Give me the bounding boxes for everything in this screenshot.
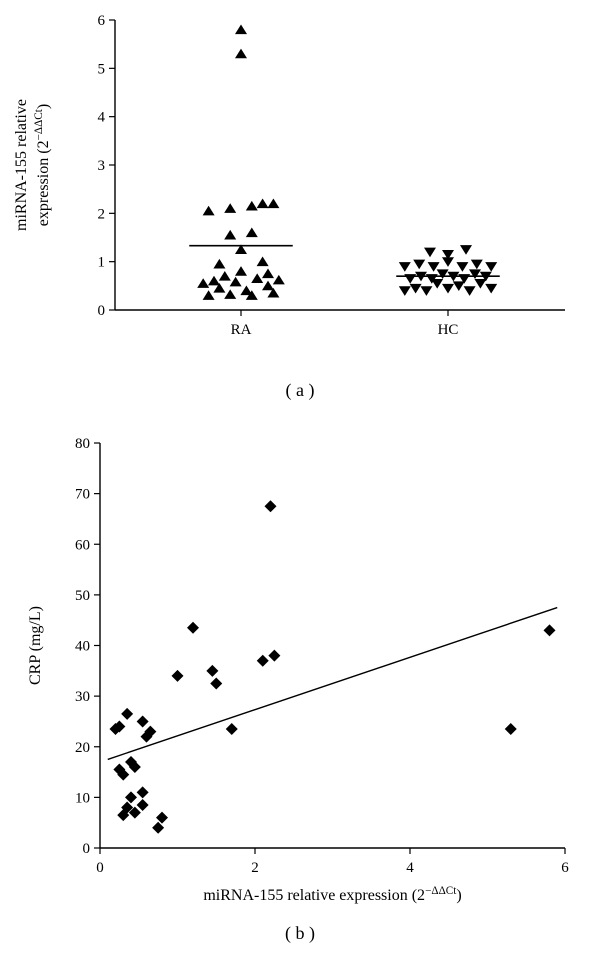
- svg-text:50: 50: [75, 588, 90, 604]
- caption-b: ( b ): [0, 923, 600, 944]
- figure-container: 0 1 2 3 4 5 6 RA HC miRNA-155 relativeexpression …: [0, 0, 600, 968]
- chart-panel-a: 0 1 2 3 4 5 6 RA HC miRNA-155 relativeexpression …: [0, 0, 600, 380]
- svg-text:5: 5: [98, 61, 106, 77]
- svg-text:HC: HC: [438, 322, 459, 338]
- svg-text:4: 4: [406, 860, 414, 876]
- svg-text:0: 0: [98, 303, 106, 319]
- chart-panel-b: 0 10 20 30 40 50 60 70 80 0 2 4 6 CRP (mg/L) miRNA-155…: [0, 423, 600, 923]
- svg-text:4: 4: [98, 110, 106, 126]
- svg-text:80: 80: [75, 436, 90, 452]
- svg-text:miRNA-155 relative: miRNA-155 relative: [13, 99, 30, 231]
- svg-text:20: 20: [75, 740, 90, 756]
- svg-text:2: 2: [98, 206, 106, 222]
- svg-text:expression (2−ΔΔCt): expression (2−ΔΔCt): [33, 104, 52, 226]
- svg-text:70: 70: [75, 487, 90, 503]
- svg-text:0: 0: [96, 860, 104, 876]
- svg-text:30: 30: [75, 689, 90, 705]
- caption-a: ( a ): [0, 380, 600, 401]
- svg-text:6: 6: [561, 860, 569, 876]
- svg-text:3: 3: [98, 158, 106, 174]
- svg-text:1: 1: [98, 255, 106, 271]
- svg-text:CRP (mg/L): CRP (mg/L): [27, 606, 44, 685]
- svg-text:6: 6: [98, 13, 106, 29]
- svg-text:0: 0: [83, 841, 91, 857]
- svg-text:2: 2: [251, 860, 259, 876]
- svg-text:RA: RA: [231, 322, 252, 338]
- svg-text:miRNA-155 relative expression: miRNA-155 relative expression (2−ΔΔCt): [203, 885, 461, 904]
- svg-text:60: 60: [75, 537, 90, 553]
- svg-text:10: 10: [75, 790, 90, 806]
- svg-text:40: 40: [75, 639, 90, 655]
